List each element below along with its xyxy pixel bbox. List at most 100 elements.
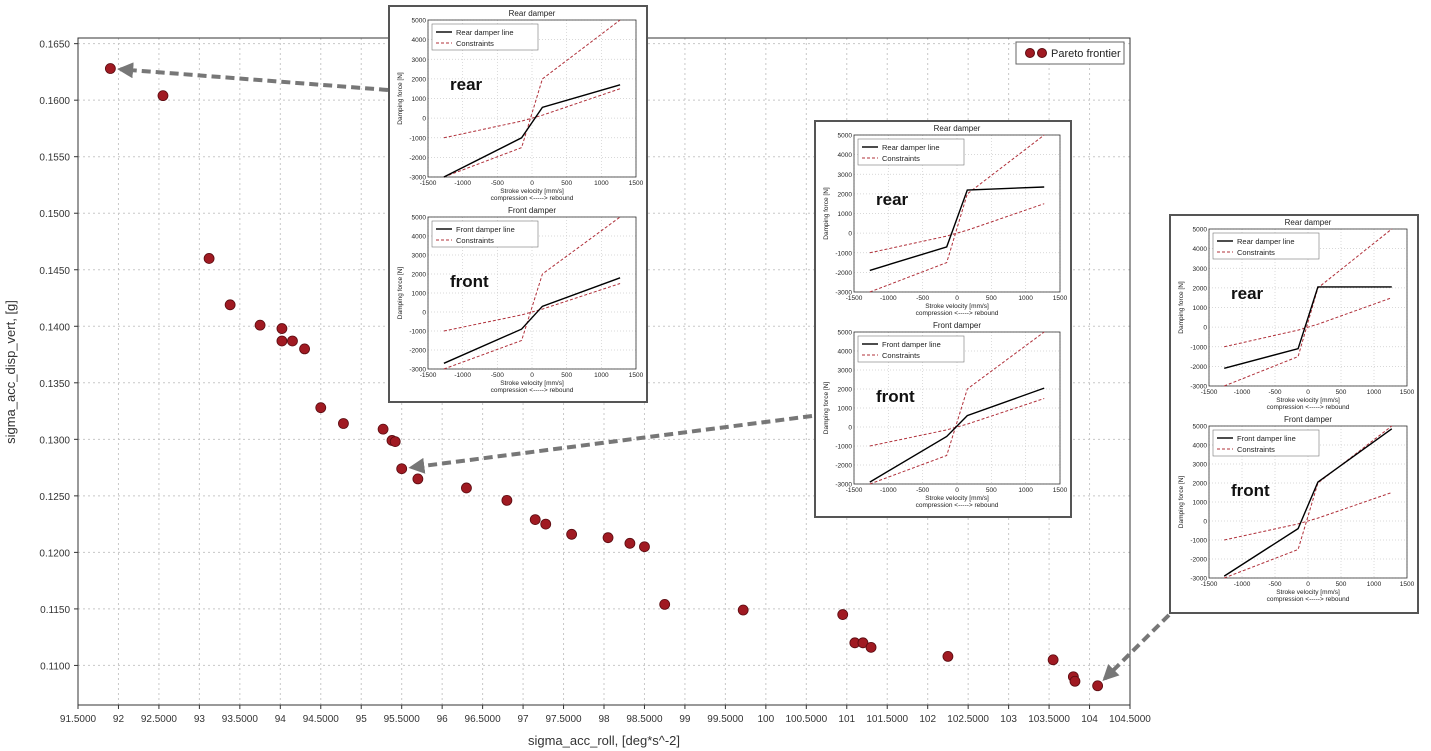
inset-y-axis-label: Damping force [N] — [823, 187, 830, 240]
inset-x-tick-label: 500 — [986, 487, 997, 494]
pareto-point — [157, 90, 169, 102]
x-tick-label: 101.5000 — [866, 714, 908, 725]
pareto-point — [566, 528, 578, 540]
x-tick-label: 92 — [113, 714, 125, 725]
inset-legend-box — [857, 335, 965, 363]
inset-legend: Rear damper line Constraints — [857, 138, 965, 166]
constraint-upper-line — [1224, 228, 1393, 387]
inset-damper-plots-3: Rear damper -1500 -1000 -500 0 500 1000 1500 -30… — [1169, 214, 1419, 614]
constraint-lower-line — [869, 398, 1045, 447]
inset-damper-plots-1: Rear damper -1500 -1000 -500 0 500 1000 1500 -30… — [388, 5, 648, 403]
inset-x-tick-label: -1000 — [1234, 389, 1251, 396]
inset-x-tick-label: 1000 — [1367, 389, 1382, 396]
inset-y-tick-label: 4000 — [1193, 443, 1208, 450]
x-tick-label: 102.5000 — [947, 714, 989, 725]
inset-position-tag: front — [876, 387, 915, 406]
damper-line — [443, 277, 621, 364]
inset-x-axis-label: Stroke velocity [mm/s] — [500, 188, 564, 195]
inset-legend-constraint-label: Constraints — [1237, 248, 1275, 257]
constraint-upper-line — [443, 19, 621, 178]
inset-legend-line-label: Front damper line — [882, 340, 941, 349]
inset-legend-constraint-label: Constraints — [456, 39, 494, 48]
inset-x-tick-label: -1000 — [454, 180, 471, 187]
pareto-point — [104, 63, 116, 74]
inset-x-tick-label: 1500 — [1053, 295, 1068, 302]
inset-y-axis-label: Damping force [N] — [823, 382, 830, 435]
inset-y-tick-label: -3000 — [835, 290, 852, 297]
inset-y-tick-label: 2000 — [412, 76, 427, 83]
inset-x-tick-label: 500 — [986, 295, 997, 302]
inset-y-tick-label: 0 — [422, 310, 426, 317]
constraint-lower-line — [443, 283, 621, 332]
inset-x-axis-sublabel: compression <-----> rebound — [1267, 404, 1350, 411]
x-axis-label: sigma_acc_roll, [deg*s^-2] — [528, 733, 680, 748]
damper-subplot: Rear damper -1500 -1000 -500 0 500 1000 1500 -30… — [823, 124, 1068, 317]
y-tick-label: 0.1300 — [39, 435, 70, 446]
damper-line — [1223, 428, 1393, 577]
inset-x-tick-label: -1500 — [1201, 581, 1218, 588]
inset-y-tick-label: 1000 — [1193, 500, 1208, 507]
inset-y-tick-label: 3000 — [838, 368, 853, 375]
inset-y-tick-label: 5000 — [412, 215, 427, 222]
inset-y-tick-label: 2000 — [412, 272, 427, 279]
inset-x-axis-sublabel: compression <-----> rebound — [491, 195, 574, 202]
callout-arrows — [117, 62, 1171, 681]
constraint-lower-line — [1224, 297, 1392, 348]
inset-x-axis-sublabel: compression <-----> rebound — [1267, 596, 1350, 603]
inset-y-tick-label: -2000 — [409, 155, 426, 162]
y-tick-label: 0.1250 — [39, 492, 70, 503]
inset-3-svg: Rear damper -1500 -1000 -500 0 500 1000 1500 -30… — [1178, 218, 1415, 603]
y-tick-label: 0.1650 — [39, 40, 70, 51]
inset-1-svg: Rear damper -1500 -1000 -500 0 500 1000 1500 -30… — [397, 9, 644, 394]
callout-arrow — [1102, 613, 1171, 681]
pareto-point — [377, 423, 389, 435]
y-tick-label: 0.1350 — [39, 379, 70, 390]
y-tick-label: 0.1500 — [39, 209, 70, 220]
inset-y-tick-label: 3000 — [1193, 266, 1208, 273]
x-tick-label: 94 — [275, 714, 287, 725]
inset-legend: Front damper line Constraints — [431, 220, 539, 248]
x-tick-label: 94.5000 — [303, 714, 340, 725]
inset-legend-line-label: Rear damper line — [456, 28, 514, 37]
pareto-point — [315, 402, 327, 414]
inset-x-tick-label: -500 — [1268, 581, 1281, 588]
inset-y-tick-label: 2000 — [838, 191, 853, 198]
inset-x-tick-label: -1000 — [454, 372, 471, 379]
inset-y-tick-label: 0 — [848, 231, 852, 238]
inset-x-tick-label: -1500 — [420, 180, 437, 187]
subplot-frame — [427, 19, 637, 178]
pareto-point — [461, 482, 472, 494]
subplot-title: Front damper — [1284, 415, 1332, 424]
pareto-point — [624, 537, 636, 549]
inset-y-tick-label: 1000 — [412, 291, 427, 298]
inset-y-tick-label: 1000 — [412, 96, 427, 103]
inset-y-tick-label: 4000 — [838, 152, 853, 159]
inset-damper-plots-2: Rear damper -1500 -1000 -500 0 500 1000 1500 -30… — [814, 120, 1072, 518]
inset-legend-line-label: Rear damper line — [882, 143, 940, 152]
inset-x-axis-label: Stroke velocity [mm/s] — [1276, 397, 1340, 404]
damper-subplot: Rear damper -1500 -1000 -500 0 500 1000 1500 -30… — [1178, 218, 1415, 411]
damper-subplot: Rear damper -1500 -1000 -500 0 500 1000 1500 -30… — [397, 9, 644, 202]
x-tick-label: 93 — [194, 714, 206, 725]
x-tick-label: 104.5000 — [1109, 714, 1151, 725]
y-tick-label: 0.1100 — [40, 661, 70, 672]
pareto-point — [276, 335, 288, 347]
inset-position-tag: rear — [450, 75, 483, 94]
damper-subplot: Front damper -1500 -1000 -500 0 500 1000 1500 -3… — [823, 321, 1068, 509]
inset-position-tag: front — [450, 272, 489, 291]
inset-legend-constraint-label: Constraints — [456, 236, 494, 245]
inset-y-tick-label: 5000 — [412, 18, 427, 25]
inset-legend-box — [431, 220, 539, 248]
inset-x-tick-label: 0 — [530, 180, 534, 187]
inset-position-tag: front — [1231, 481, 1270, 500]
inset-x-tick-label: -1500 — [846, 487, 863, 494]
x-tick-label: 91.5000 — [60, 714, 97, 725]
inset-y-tick-label: 0 — [1203, 519, 1207, 526]
inset-legend-box — [1212, 232, 1320, 260]
constraint-lower-line — [443, 88, 621, 139]
pareto-point — [602, 532, 614, 544]
constraint-upper-line — [1224, 425, 1393, 579]
damper-line — [443, 84, 621, 178]
y-tick-label: 0.1200 — [39, 548, 70, 559]
pareto-point — [224, 299, 236, 311]
